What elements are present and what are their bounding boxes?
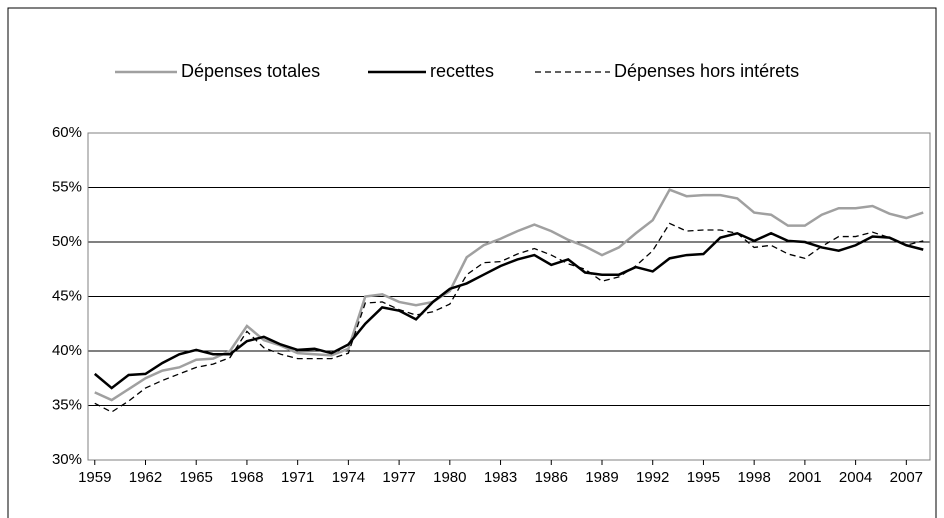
x-tick-label: 1977 <box>382 469 415 486</box>
x-tick-label: 1959 <box>78 469 111 486</box>
x-tick-label: 1995 <box>687 469 720 486</box>
x-tick-label: 1965 <box>180 469 213 486</box>
y-tick-label: 50% <box>52 233 82 250</box>
y-tick-label: 60% <box>52 124 82 141</box>
series-line <box>94 188 924 402</box>
y-tick-label: 35% <box>52 396 82 413</box>
legend-label: recettes <box>430 61 494 81</box>
x-tick-label: 1989 <box>585 469 618 486</box>
chart-border <box>7 7 937 518</box>
x-tick-label: 2001 <box>788 469 821 486</box>
x-tick-label: 1974 <box>332 469 365 486</box>
series-line <box>93 231 924 390</box>
x-tick-label: 1986 <box>535 469 568 486</box>
x-tick-label: 1998 <box>737 469 770 486</box>
y-tick-label: 55% <box>52 178 82 195</box>
x-tick-label: 1983 <box>484 469 517 486</box>
x-tick-label: 1992 <box>636 469 669 486</box>
x-tick-label: 1968 <box>230 469 263 486</box>
x-tick-label: 1962 <box>129 469 162 486</box>
y-tick-label: 30% <box>52 451 82 468</box>
x-tick-label: 2004 <box>839 469 872 486</box>
y-tick-label: 45% <box>52 287 82 304</box>
legend-label: Dépenses totales <box>181 61 320 81</box>
x-tick-label: 1980 <box>433 469 466 486</box>
x-tick-label: 1971 <box>281 469 314 486</box>
plot-border <box>87 132 931 461</box>
y-tick-label: 40% <box>52 342 82 359</box>
series-line <box>94 222 924 413</box>
legend-label: Dépenses hors intérets <box>614 61 799 81</box>
x-tick-label: 2007 <box>890 469 923 486</box>
